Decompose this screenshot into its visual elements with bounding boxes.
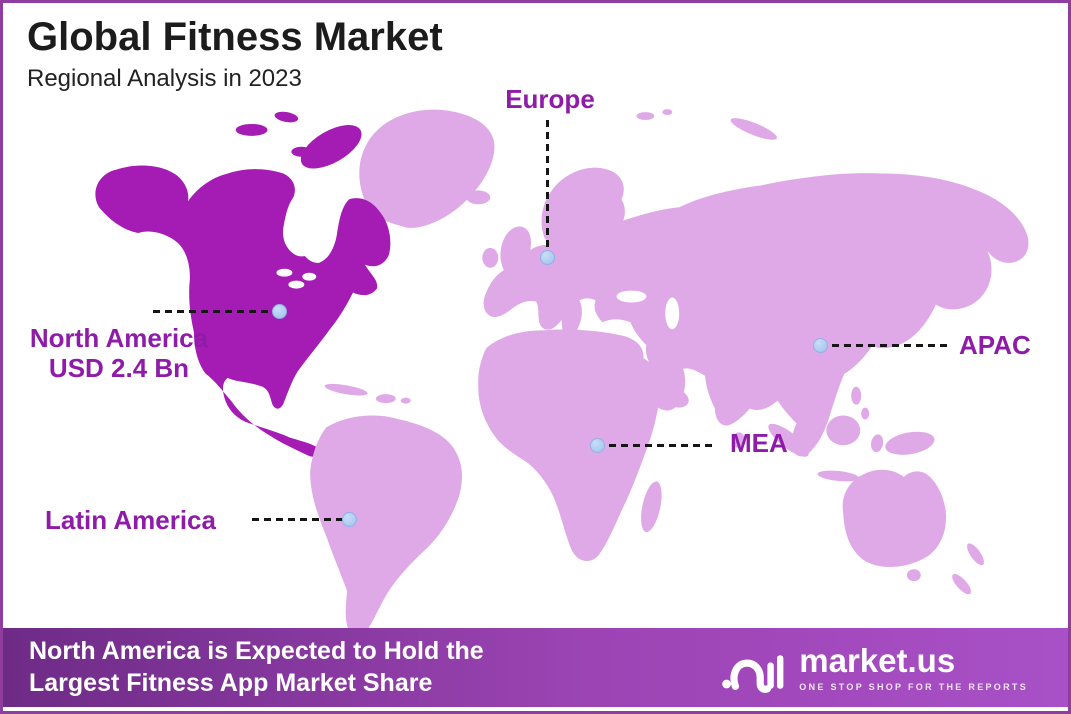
region-new-zealand <box>967 543 984 566</box>
region-baffin-island <box>300 125 362 169</box>
page-subtitle: Regional Analysis in 2023 <box>27 65 302 92</box>
leader-line-europe <box>546 120 549 251</box>
region-arctic-island <box>235 123 268 136</box>
region-new-zealand <box>952 573 972 595</box>
leader-line-apac <box>832 344 950 347</box>
black-sea <box>616 290 647 303</box>
map-marker-latin-america <box>342 512 357 527</box>
leader-line-mea <box>609 444 717 447</box>
great-lake <box>288 280 305 289</box>
footer-headline-line2: Largest Fitness App Market Share <box>29 668 433 697</box>
callout-label-apac: APAC <box>959 330 1031 360</box>
region-borneo <box>826 415 861 446</box>
brand-tagline: ONE STOP SHOP FOR THE REPORTS <box>799 681 1028 692</box>
leader-line-latin-america <box>252 518 344 521</box>
brand-name: market.us <box>799 641 956 679</box>
region-madagascar <box>641 481 662 533</box>
region-novaya-zemlya <box>730 118 777 140</box>
callout-label-north-america: North America USD 2.4 Bn <box>19 323 219 384</box>
callout-label-europe: Europe <box>505 84 595 114</box>
footer-headline-line1: North America is Expected to Hold the <box>29 637 484 665</box>
callout-label-mea: MEA <box>730 428 788 458</box>
footer-banner: North America is Expected to Hold the La… <box>3 628 1068 707</box>
region-cuba <box>324 383 368 396</box>
region-sumatra <box>768 423 809 457</box>
brand-logo: market.us ONE STOP SHOP FOR THE REPORTS <box>721 641 1028 695</box>
caspian-sea <box>665 297 680 330</box>
region-puerto-rico <box>400 397 411 404</box>
region-greenland <box>359 109 495 228</box>
region-tasmania <box>906 569 921 582</box>
footer-headline: North America is Expected to Hold the La… <box>29 636 484 699</box>
great-lake <box>302 272 317 281</box>
region-svalbard <box>636 112 655 121</box>
region-africa <box>478 329 689 562</box>
region-ireland <box>482 247 499 268</box>
map-marker-europe <box>540 250 555 265</box>
region-sulawesi <box>870 434 884 453</box>
map-marker-apac <box>813 338 828 353</box>
region-iceland <box>466 190 491 205</box>
hudson-bay <box>282 193 330 257</box>
region-sri-lanka <box>732 432 745 449</box>
great-lake <box>276 268 293 277</box>
brand-text: market.us ONE STOP SHOP FOR THE REPORTS <box>799 644 1028 692</box>
page-title: Global Fitness Market <box>27 15 443 59</box>
region-philippines <box>861 407 870 420</box>
market-us-logo-icon <box>722 654 784 693</box>
header: Global Fitness Market Regional Analysis … <box>27 15 443 93</box>
north-america-label: North America <box>29 323 209 353</box>
region-hispaniola <box>375 394 396 404</box>
region-japan <box>885 282 920 330</box>
region-south-america <box>310 415 463 637</box>
world-map <box>95 109 1029 637</box>
region-new-guinea <box>885 431 935 455</box>
region-eurasia <box>483 173 1029 457</box>
region-australia <box>842 469 947 568</box>
region-arctic-island <box>291 146 312 157</box>
region-svalbard <box>662 109 673 116</box>
region-arctic-island <box>274 111 299 123</box>
north-america-value: USD 2.4 Bn <box>48 352 190 383</box>
region-java <box>817 470 860 482</box>
map-marker-mea <box>590 438 605 453</box>
leader-line-north-america <box>153 310 271 313</box>
region-philippines <box>851 386 862 405</box>
map-marker-north-america <box>272 304 287 319</box>
callout-label-latin-america: Latin America <box>45 505 216 535</box>
